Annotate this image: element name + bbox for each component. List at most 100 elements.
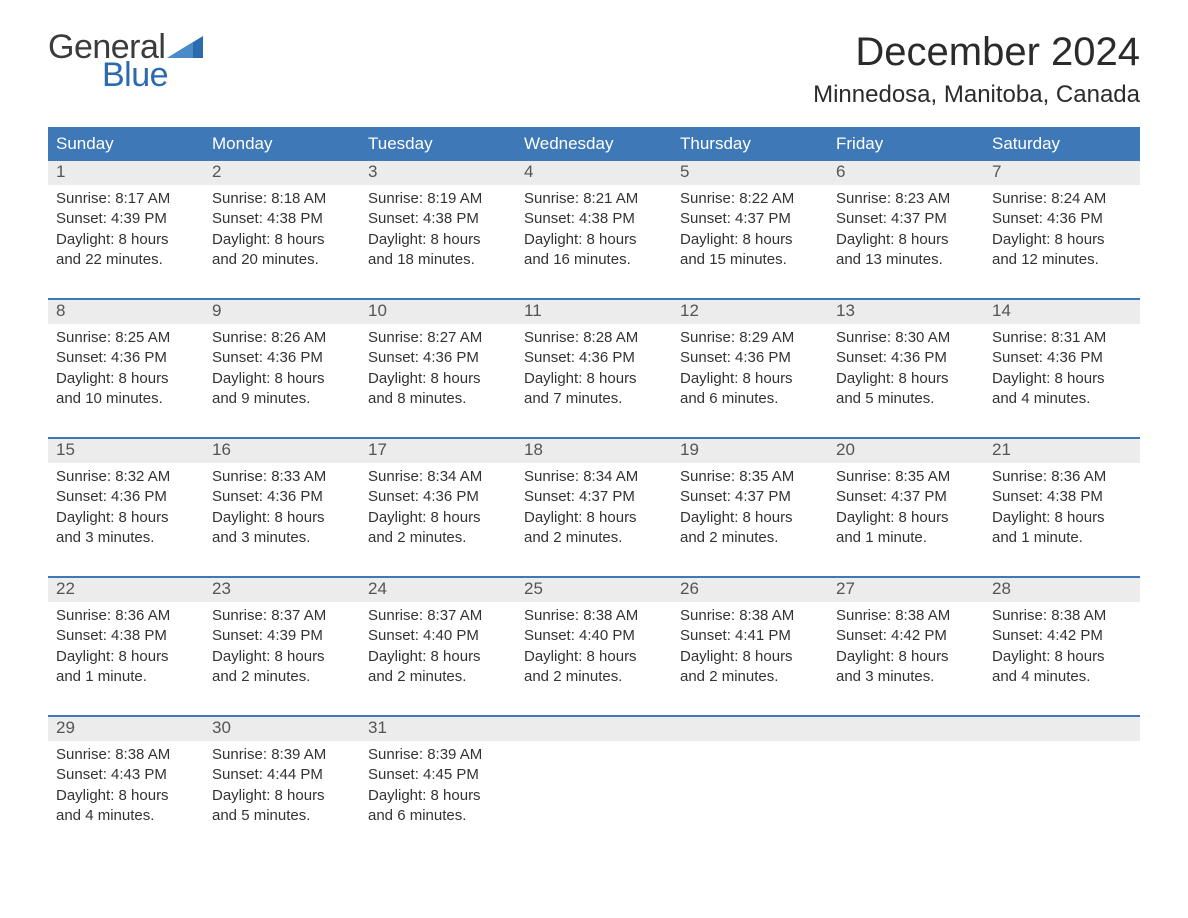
sunrise-line: Sunrise: 8:30 AM	[836, 328, 976, 348]
daylight-line-2: and 2 minutes.	[524, 528, 664, 548]
week-row: 22232425262728Sunrise: 8:36 AMSunset: 4:…	[48, 576, 1140, 691]
date-number-cell: 1	[48, 161, 204, 185]
sunset-line: Sunset: 4:37 PM	[524, 487, 664, 507]
day-content-cell: Sunrise: 8:38 AMSunset: 4:43 PMDaylight:…	[48, 741, 204, 830]
day-content-row: Sunrise: 8:32 AMSunset: 4:36 PMDaylight:…	[48, 463, 1140, 552]
day-content-cell: Sunrise: 8:22 AMSunset: 4:37 PMDaylight:…	[672, 185, 828, 274]
sunrise-line: Sunrise: 8:38 AM	[524, 606, 664, 626]
date-number-cell: 17	[360, 439, 516, 463]
sunrise-line: Sunrise: 8:28 AM	[524, 328, 664, 348]
sunrise-line: Sunrise: 8:37 AM	[212, 606, 352, 626]
sunrise-line: Sunrise: 8:35 AM	[680, 467, 820, 487]
daylight-line-1: Daylight: 8 hours	[836, 230, 976, 250]
daylight-line-1: Daylight: 8 hours	[212, 647, 352, 667]
sunset-line: Sunset: 4:43 PM	[56, 765, 196, 785]
date-number-cell: 25	[516, 578, 672, 602]
sunrise-line: Sunrise: 8:39 AM	[368, 745, 508, 765]
daylight-line-1: Daylight: 8 hours	[992, 230, 1132, 250]
sunset-line: Sunset: 4:36 PM	[212, 487, 352, 507]
day-content-row: Sunrise: 8:25 AMSunset: 4:36 PMDaylight:…	[48, 324, 1140, 413]
date-number-cell: 2	[204, 161, 360, 185]
sunrise-line: Sunrise: 8:33 AM	[212, 467, 352, 487]
daylight-line-1: Daylight: 8 hours	[680, 369, 820, 389]
day-content-cell: Sunrise: 8:29 AMSunset: 4:36 PMDaylight:…	[672, 324, 828, 413]
daylight-line-1: Daylight: 8 hours	[368, 647, 508, 667]
daylight-line-1: Daylight: 8 hours	[524, 508, 664, 528]
sunset-line: Sunset: 4:36 PM	[992, 209, 1132, 229]
day-content-cell: Sunrise: 8:19 AMSunset: 4:38 PMDaylight:…	[360, 185, 516, 274]
date-number-cell	[672, 717, 828, 741]
sunrise-line: Sunrise: 8:23 AM	[836, 189, 976, 209]
daylight-line-2: and 5 minutes.	[836, 389, 976, 409]
sunrise-line: Sunrise: 8:18 AM	[212, 189, 352, 209]
sunrise-line: Sunrise: 8:29 AM	[680, 328, 820, 348]
date-number-row: 1234567	[48, 161, 1140, 185]
day-content-cell: Sunrise: 8:37 AMSunset: 4:39 PMDaylight:…	[204, 602, 360, 691]
day-content-cell: Sunrise: 8:27 AMSunset: 4:36 PMDaylight:…	[360, 324, 516, 413]
day-content-cell: Sunrise: 8:17 AMSunset: 4:39 PMDaylight:…	[48, 185, 204, 274]
daylight-line-2: and 2 minutes.	[368, 528, 508, 548]
daylight-line-1: Daylight: 8 hours	[524, 647, 664, 667]
daylight-line-2: and 10 minutes.	[56, 389, 196, 409]
sunset-line: Sunset: 4:38 PM	[524, 209, 664, 229]
daylight-line-1: Daylight: 8 hours	[56, 230, 196, 250]
daylight-line-2: and 3 minutes.	[836, 667, 976, 687]
day-header-cell: Wednesday	[516, 127, 672, 161]
day-content-cell: Sunrise: 8:26 AMSunset: 4:36 PMDaylight:…	[204, 324, 360, 413]
date-number-cell: 8	[48, 300, 204, 324]
sunset-line: Sunset: 4:37 PM	[836, 487, 976, 507]
daylight-line-2: and 13 minutes.	[836, 250, 976, 270]
daylight-line-1: Daylight: 8 hours	[56, 369, 196, 389]
daylight-line-2: and 1 minute.	[56, 667, 196, 687]
day-content-cell: Sunrise: 8:38 AMSunset: 4:40 PMDaylight:…	[516, 602, 672, 691]
daylight-line-2: and 6 minutes.	[368, 806, 508, 826]
daylight-line-2: and 3 minutes.	[56, 528, 196, 548]
date-number-cell: 15	[48, 439, 204, 463]
day-content-cell: Sunrise: 8:30 AMSunset: 4:36 PMDaylight:…	[828, 324, 984, 413]
daylight-line-2: and 18 minutes.	[368, 250, 508, 270]
day-content-cell: Sunrise: 8:21 AMSunset: 4:38 PMDaylight:…	[516, 185, 672, 274]
date-number-cell	[984, 717, 1140, 741]
sunset-line: Sunset: 4:41 PM	[680, 626, 820, 646]
daylight-line-1: Daylight: 8 hours	[56, 647, 196, 667]
date-number-cell: 29	[48, 717, 204, 741]
daylight-line-1: Daylight: 8 hours	[524, 369, 664, 389]
daylight-line-1: Daylight: 8 hours	[56, 508, 196, 528]
sunset-line: Sunset: 4:36 PM	[992, 348, 1132, 368]
sunrise-line: Sunrise: 8:38 AM	[680, 606, 820, 626]
day-content-cell: Sunrise: 8:35 AMSunset: 4:37 PMDaylight:…	[672, 463, 828, 552]
daylight-line-1: Daylight: 8 hours	[680, 647, 820, 667]
daylight-line-2: and 1 minute.	[836, 528, 976, 548]
sunrise-line: Sunrise: 8:22 AM	[680, 189, 820, 209]
sunset-line: Sunset: 4:37 PM	[836, 209, 976, 229]
daylight-line-2: and 1 minute.	[992, 528, 1132, 548]
sunrise-line: Sunrise: 8:17 AM	[56, 189, 196, 209]
day-header-cell: Monday	[204, 127, 360, 161]
day-header-cell: Friday	[828, 127, 984, 161]
flag-icon	[167, 36, 203, 58]
daylight-line-2: and 16 minutes.	[524, 250, 664, 270]
daylight-line-2: and 2 minutes.	[212, 667, 352, 687]
logo-text-blue: Blue	[102, 58, 203, 92]
day-content-cell: Sunrise: 8:36 AMSunset: 4:38 PMDaylight:…	[48, 602, 204, 691]
date-number-cell: 27	[828, 578, 984, 602]
daylight-line-1: Daylight: 8 hours	[992, 369, 1132, 389]
date-number-cell: 19	[672, 439, 828, 463]
daylight-line-1: Daylight: 8 hours	[212, 786, 352, 806]
sunset-line: Sunset: 4:39 PM	[212, 626, 352, 646]
day-content-cell: Sunrise: 8:35 AMSunset: 4:37 PMDaylight:…	[828, 463, 984, 552]
sunrise-line: Sunrise: 8:19 AM	[368, 189, 508, 209]
daylight-line-1: Daylight: 8 hours	[212, 508, 352, 528]
day-content-cell: Sunrise: 8:18 AMSunset: 4:38 PMDaylight:…	[204, 185, 360, 274]
daylight-line-1: Daylight: 8 hours	[836, 369, 976, 389]
day-content-cell: Sunrise: 8:37 AMSunset: 4:40 PMDaylight:…	[360, 602, 516, 691]
day-content-cell: Sunrise: 8:39 AMSunset: 4:44 PMDaylight:…	[204, 741, 360, 830]
week-row: 15161718192021Sunrise: 8:32 AMSunset: 4:…	[48, 437, 1140, 552]
sunrise-line: Sunrise: 8:25 AM	[56, 328, 196, 348]
day-content-cell: Sunrise: 8:39 AMSunset: 4:45 PMDaylight:…	[360, 741, 516, 830]
date-number-cell: 18	[516, 439, 672, 463]
sunset-line: Sunset: 4:38 PM	[368, 209, 508, 229]
sunrise-line: Sunrise: 8:21 AM	[524, 189, 664, 209]
daylight-line-2: and 9 minutes.	[212, 389, 352, 409]
sunset-line: Sunset: 4:36 PM	[836, 348, 976, 368]
